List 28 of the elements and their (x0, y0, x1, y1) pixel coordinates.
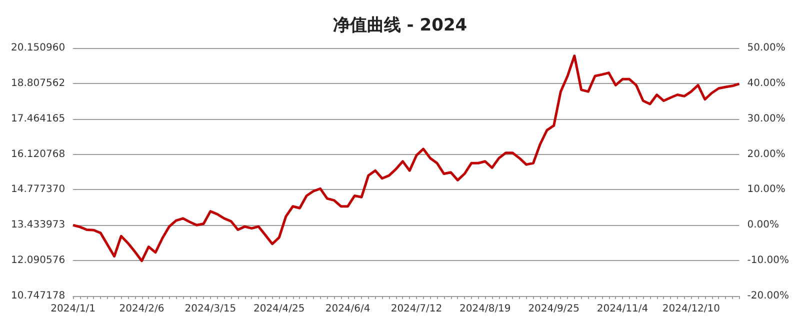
y-tick-label: 14.777370 (11, 184, 66, 196)
chart-title: 净值曲线 - 2024 (332, 16, 468, 36)
x-tick-label: 2024/7/12 (390, 304, 442, 314)
y2-tick-label: 40.00% (747, 78, 786, 89)
x-tick-label: 2024/3/15 (184, 304, 236, 314)
y-tick-label: 12.090576 (11, 255, 66, 266)
line-series (72, 54, 741, 262)
x-tick-label: 2024/2/6 (119, 304, 164, 314)
x-tick-label: 2024/8/19 (460, 304, 511, 314)
y2-tick-label: 50.00% (747, 42, 786, 54)
y2-tick-label: -20.00% (747, 290, 790, 302)
x-tick-label: 2024/9/25 (528, 304, 580, 314)
y2-tick-label: 30.00% (747, 113, 786, 124)
y2-tick-label: 20.00% (747, 148, 786, 160)
y2-tick-label: 0.00% (747, 220, 780, 231)
y-tick-label: 16.120768 (11, 148, 66, 160)
y-tick-label: 17.464165 (11, 113, 66, 124)
x-tick-label: 2024/11/4 (596, 304, 648, 314)
x-tick-label: 2024/4/25 (253, 304, 305, 314)
x-tick-label: 2024/12/10 (662, 304, 720, 314)
x-tick-label: 2024/6/4 (325, 304, 370, 314)
y-tick-label: 18.807562 (11, 78, 66, 89)
x-tick-label: 2024/1/1 (50, 304, 96, 314)
y2-tick-label: 10.00% (747, 184, 786, 196)
y2-tick-label: -10.00% (747, 255, 790, 266)
y-tick-label: 10.747178 (11, 290, 66, 302)
y-tick-label: 13.433973 (11, 220, 66, 231)
y-tick-label: 20.150960 (11, 42, 66, 54)
